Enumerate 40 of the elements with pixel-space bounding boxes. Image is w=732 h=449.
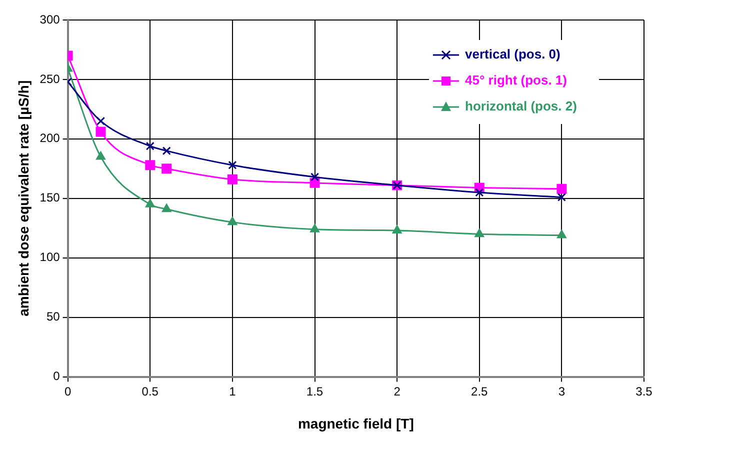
- point: [146, 142, 154, 150]
- x-tick-label: 3.5: [636, 384, 653, 398]
- y-tick-label: 200: [40, 131, 60, 146]
- point: [96, 116, 106, 126]
- y-tick-label: 50: [46, 310, 60, 324]
- y-tick-label: 250: [40, 72, 60, 86]
- point: [310, 224, 320, 232]
- point: [162, 164, 172, 174]
- x-tick-label: 1.5: [306, 384, 324, 398]
- point: [145, 160, 156, 170]
- point: [557, 230, 566, 238]
- point: [162, 204, 172, 212]
- legend-label: 45° right (pos. 1): [465, 72, 567, 88]
- point: [162, 146, 171, 156]
- x-tick-label: 2: [394, 384, 401, 398]
- point: [145, 199, 155, 208]
- point: [96, 126, 106, 137]
- x-tick-label: 0: [64, 384, 72, 398]
- point: [228, 160, 237, 170]
- legend-label: vertical (pos. 0): [465, 46, 560, 62]
- point: [392, 225, 402, 234]
- point: [96, 152, 106, 160]
- x-axis-title: magnetic field [T]: [298, 415, 414, 432]
- x-tick-label: 1: [229, 384, 236, 398]
- y-tick-label: 0: [53, 369, 60, 384]
- point: [227, 174, 238, 184]
- point: [228, 216, 238, 226]
- y-tick-label: 300: [40, 12, 60, 26]
- point: [557, 192, 566, 202]
- x-tick-label: 3: [558, 384, 566, 398]
- x-tick-label: 2.5: [471, 384, 488, 398]
- x-tick-label: 0.5: [142, 384, 159, 398]
- point: [474, 228, 484, 238]
- legend-label: horizontal (pos. 2): [465, 98, 577, 114]
- y-axis-title: ambient dose equivalent rate [µS/h]: [15, 80, 32, 316]
- point: [556, 184, 567, 194]
- y-tick-label: 100: [40, 250, 60, 264]
- point: [475, 188, 484, 197]
- point: [310, 172, 320, 182]
- y-tick-label: 150: [40, 190, 60, 205]
